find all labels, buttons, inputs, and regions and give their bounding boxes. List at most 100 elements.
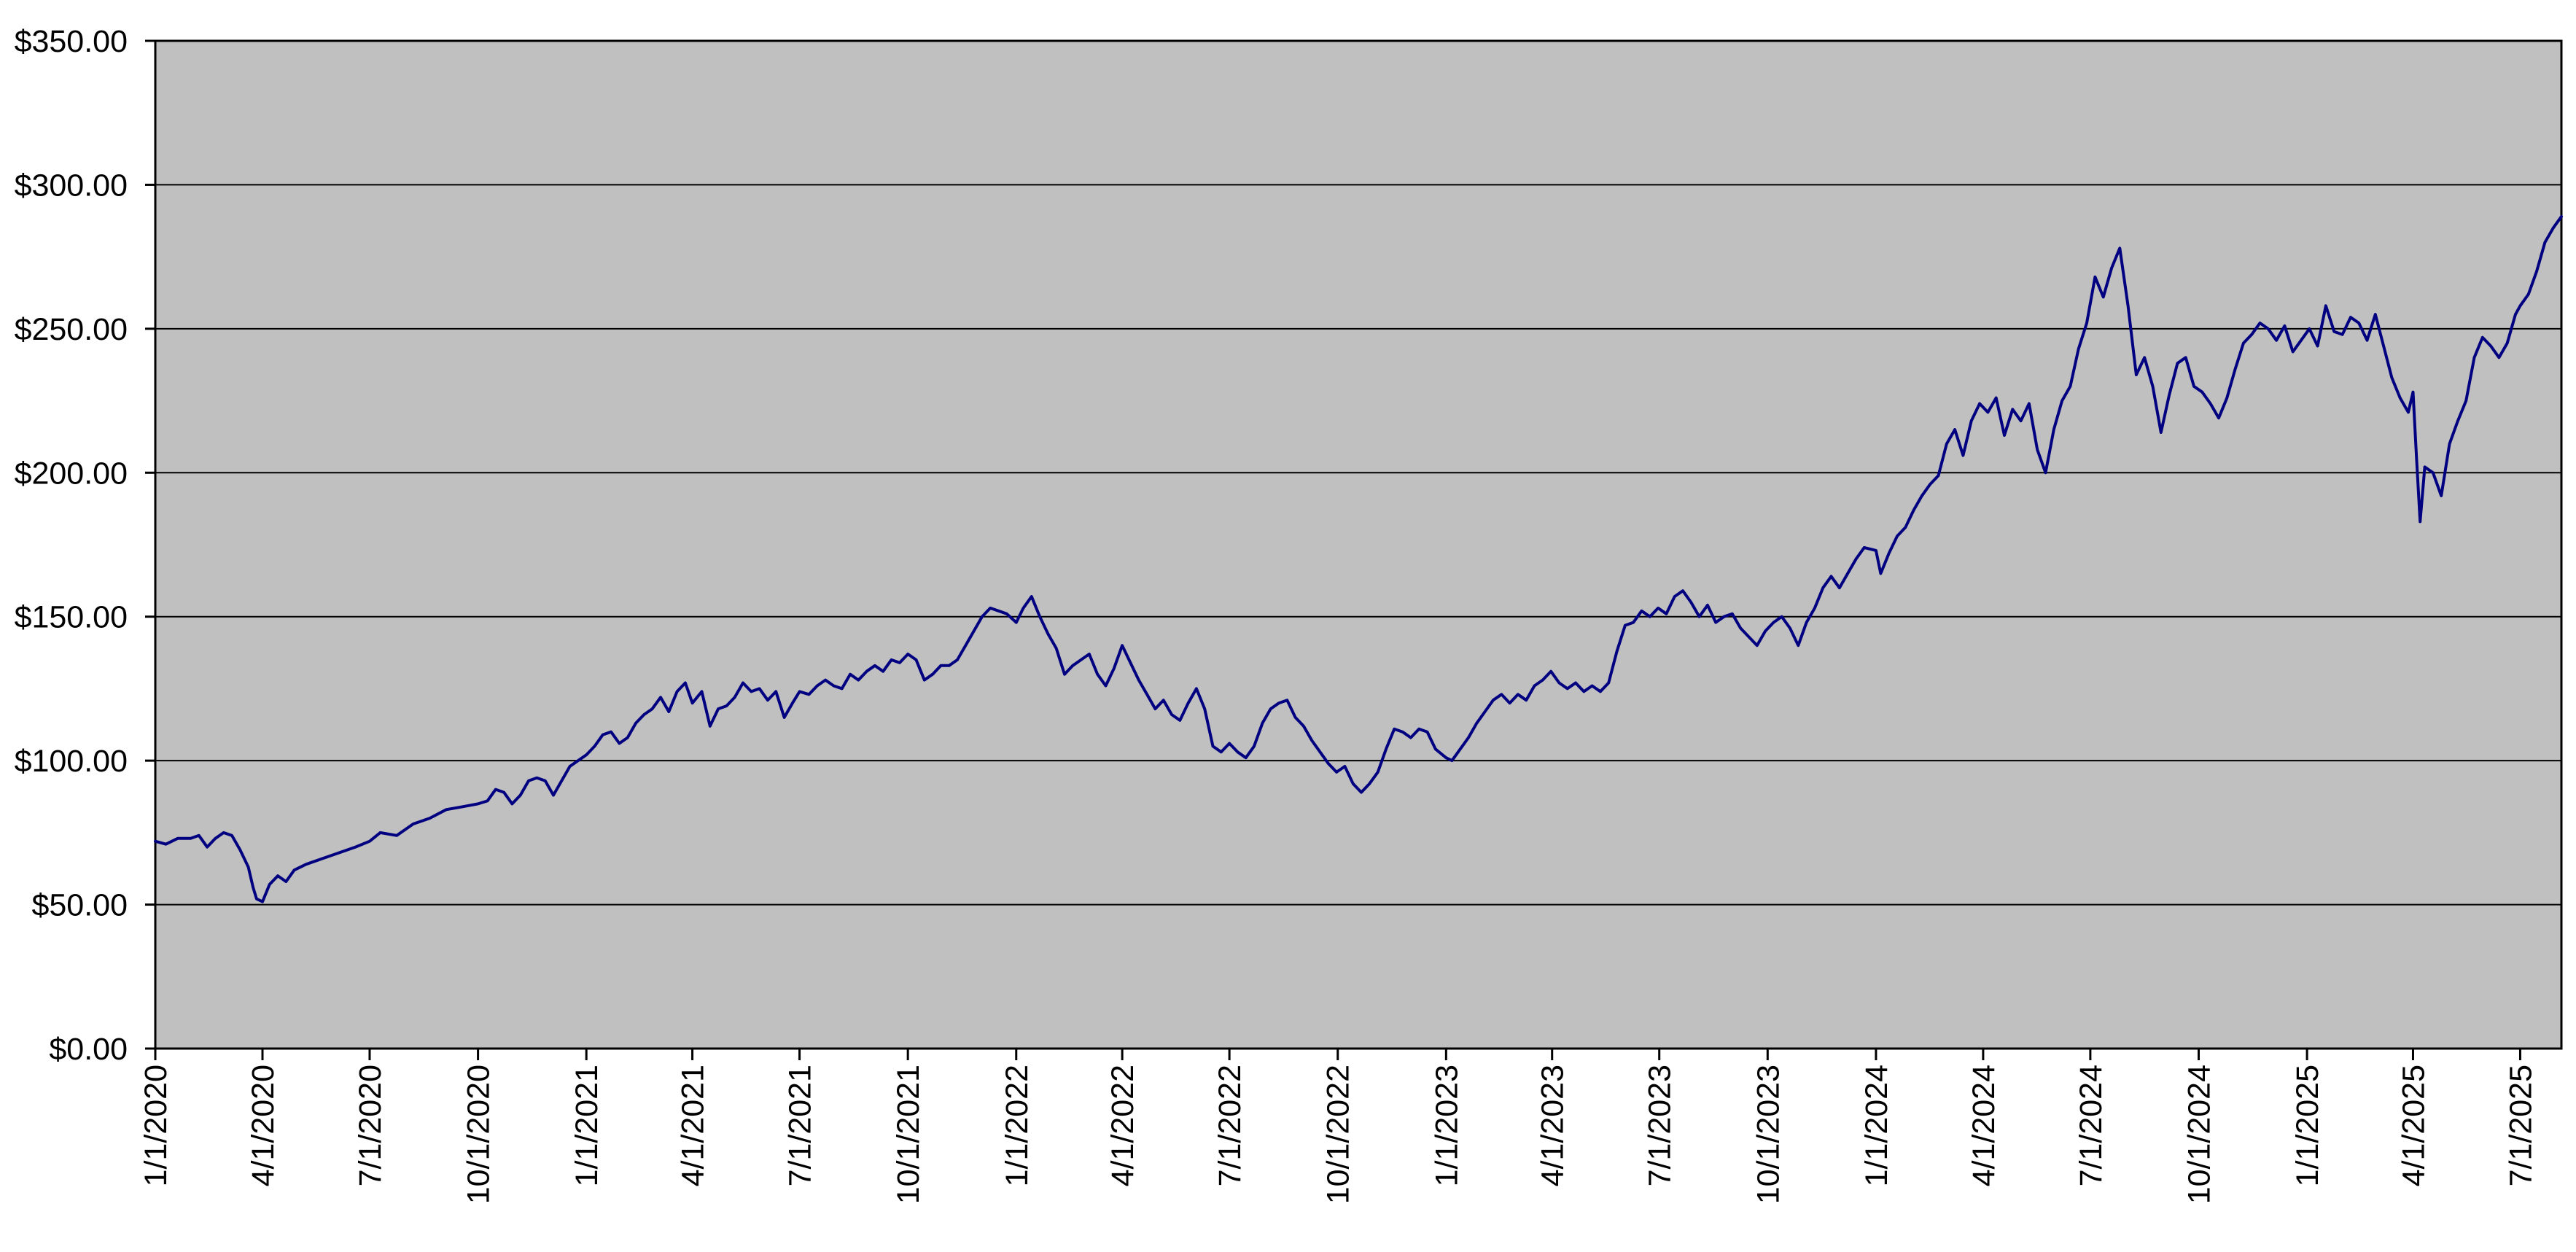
data-point [477, 802, 480, 805]
data-point [2424, 465, 2427, 468]
data-point [2152, 385, 2154, 388]
data-point [2448, 443, 2451, 446]
data-point [1261, 722, 1264, 725]
data-point [873, 664, 876, 667]
data-point [1607, 682, 1610, 684]
data-point [1896, 534, 1899, 537]
y-axis: $0.00 $50.00 $100.00 $150.00 $200.00 $250.00 $… [15, 24, 155, 1067]
data-point [1343, 765, 1346, 768]
data-point [1855, 558, 1857, 561]
data-point [2168, 394, 2171, 397]
data-point [2036, 448, 2039, 451]
data-point [1541, 679, 1544, 682]
data-point [832, 685, 835, 687]
data-point [2028, 403, 2031, 405]
data-point [569, 765, 572, 768]
data-point [1212, 744, 1214, 747]
data-point [2332, 330, 2335, 333]
data-point [1269, 707, 1272, 710]
data-point [1945, 443, 1948, 446]
data-point [691, 701, 694, 704]
data-point [1129, 661, 1132, 664]
data-point [2192, 385, 2195, 388]
data-point [2292, 350, 2295, 353]
data-point [560, 779, 563, 782]
data-point [1756, 644, 1759, 647]
x-tick-label: 7/1/2021 [783, 1065, 818, 1186]
data-point [1426, 731, 1428, 734]
data-point [1986, 411, 1989, 413]
data-point [1063, 673, 1066, 676]
series-layer [154, 214, 2563, 903]
data-point [618, 742, 620, 744]
data-point [602, 734, 604, 736]
data-point [2118, 246, 2121, 249]
data-point [412, 823, 415, 825]
data-point [1632, 621, 1635, 624]
data-point [502, 791, 505, 794]
data-point [1484, 710, 1487, 713]
data-point [305, 863, 308, 866]
y-tick-label: $350.00 [15, 24, 128, 59]
data-point [1846, 572, 1849, 575]
data-point [594, 744, 596, 747]
x-tick-label: 7/1/2025 [2503, 1065, 2538, 1186]
data-point [2527, 293, 2530, 295]
data-point [1352, 782, 1355, 785]
data-point [2102, 295, 2105, 298]
data-point [2514, 313, 2517, 316]
data-point [865, 670, 868, 673]
x-tick-label: 7/1/2023 [1643, 1065, 1678, 1186]
data-point [1492, 699, 1495, 701]
data-point [1327, 762, 1330, 765]
data-point [808, 693, 810, 696]
data-point [494, 788, 497, 791]
data-point [2412, 391, 2414, 394]
x-tick-label: 1/1/2023 [1429, 1065, 1464, 1186]
data-point [684, 682, 687, 684]
y-tick-label: $50.00 [31, 888, 128, 923]
data-point [1080, 658, 1083, 661]
data-point [725, 704, 728, 707]
data-point [701, 690, 703, 693]
data-point [2267, 327, 2270, 330]
data-point [1879, 572, 1882, 575]
data-point [1417, 728, 1420, 731]
data-point [276, 874, 279, 877]
data-point [2535, 270, 2538, 273]
data-point [1022, 607, 1024, 610]
x-tick-label: 7/1/2024 [2074, 1065, 2109, 1186]
data-point [368, 840, 371, 843]
data-point [1591, 685, 1594, 687]
data-point [2543, 241, 2546, 244]
data-point [1228, 742, 1231, 744]
data-point [989, 607, 992, 610]
data-point [2201, 391, 2203, 394]
data-point [2349, 316, 2352, 319]
data-point [2003, 434, 2006, 437]
data-point [1005, 613, 1008, 615]
data-point [1995, 397, 1998, 400]
data-point [634, 722, 637, 725]
data-point [709, 725, 712, 728]
data-point [783, 716, 786, 719]
data-point [791, 701, 794, 704]
data-point [1409, 736, 1412, 739]
data-point [2127, 304, 2130, 307]
data-point [2497, 356, 2500, 359]
data-point [610, 731, 612, 734]
data-point [857, 679, 860, 682]
series-line [154, 214, 2563, 903]
data-point [1830, 575, 1832, 578]
data-point [964, 644, 967, 647]
data-point [1681, 589, 1684, 592]
y-tick-label: $100.00 [15, 744, 128, 779]
data-point [2374, 313, 2377, 316]
data-point [1813, 607, 1816, 610]
data-point [176, 837, 179, 840]
data-point [2259, 322, 2261, 324]
data-point [1739, 627, 1742, 629]
data-point [1888, 552, 1891, 555]
data-point [1105, 685, 1107, 687]
data-point [2077, 348, 2080, 350]
